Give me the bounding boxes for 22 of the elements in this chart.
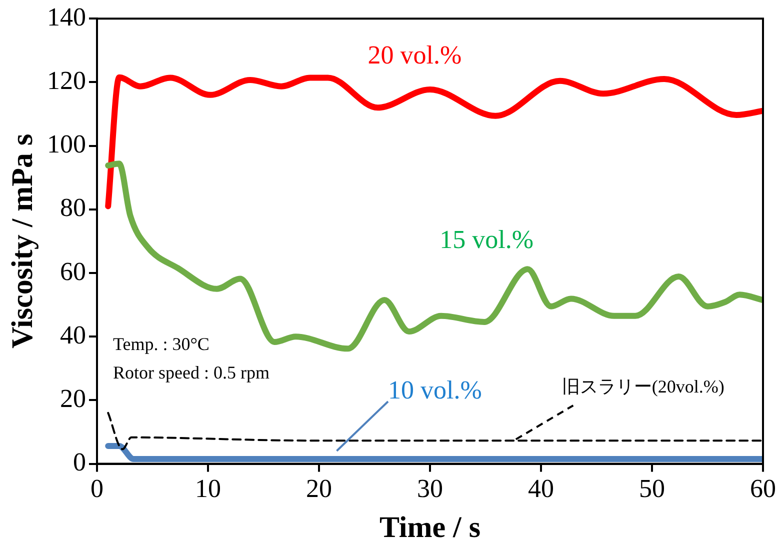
series-label: 15 vol.% [440, 225, 534, 254]
x-tick-label: 50 [639, 474, 665, 504]
x-tick-label: 60 [750, 474, 776, 504]
x-axis-title: Time / s [379, 510, 481, 544]
x-tick-label: 30 [417, 474, 443, 504]
y-tick-label: 100 [47, 130, 86, 159]
text: 旧スラリー(20vol.%) [562, 376, 724, 396]
y-tick-label: 20 [60, 384, 86, 414]
annotation: Temp. : 30°C [112, 334, 210, 354]
x-tick-label: 20 [306, 474, 332, 504]
y-tick-label: 120 [47, 66, 86, 96]
x-tick-label: 40 [528, 474, 554, 504]
y-tick-label: 0 [73, 448, 86, 477]
y-tick-label: 60 [60, 256, 86, 286]
y-tick-label: 40 [60, 320, 86, 350]
y-tick-label: 140 [47, 2, 86, 32]
annotation: Rotor speed : 0.5 rpm [112, 362, 270, 383]
x-tick-label: 10 [195, 474, 221, 504]
series-label: 20 vol.% [368, 40, 462, 70]
y-axis-title: Viscosity / mPa s [6, 134, 39, 349]
y-tick-label: 80 [60, 193, 86, 222]
text: 10 vol.% [388, 376, 482, 405]
